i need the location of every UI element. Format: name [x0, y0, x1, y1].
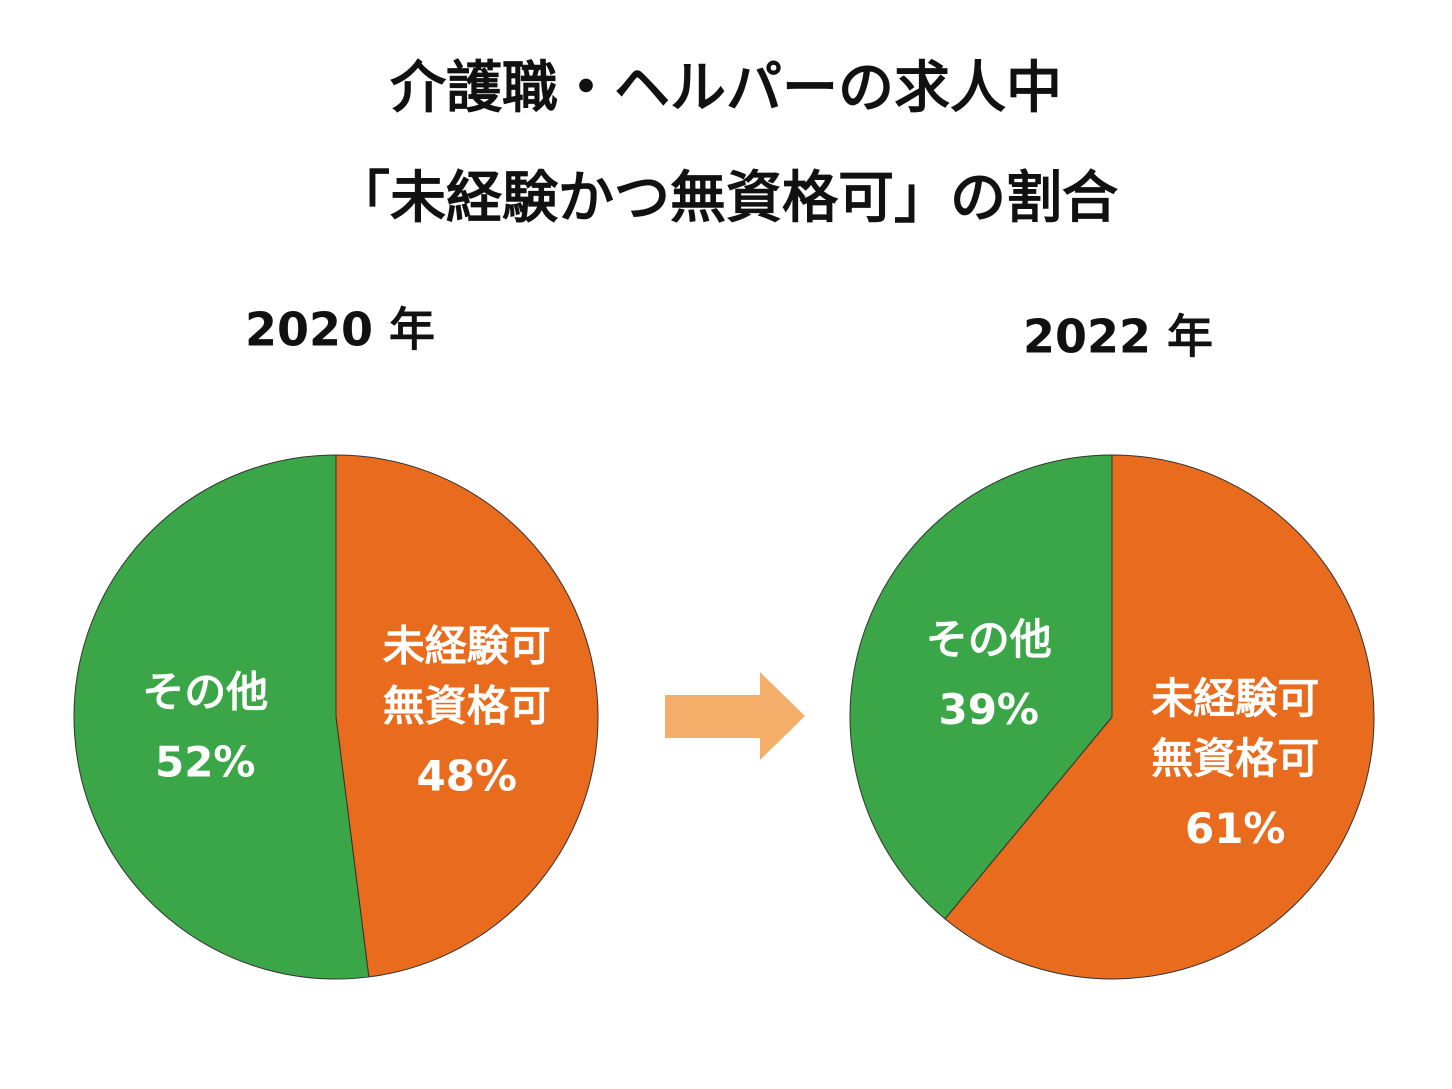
pie-slice [944, 454, 1375, 980]
arrow [665, 672, 805, 760]
slice-label: 未経験可 [383, 621, 551, 670]
value-label: 48% [416, 751, 517, 800]
pie-title: 2020 年 [245, 303, 435, 357]
slice-label: その他 [926, 615, 1052, 664]
pie-slice [335, 454, 599, 978]
slice-label: 無資格可 [383, 681, 551, 730]
slice-label: 未経験可 [1151, 674, 1319, 723]
value-label: 52% [155, 738, 256, 787]
value-label: 39% [938, 685, 1039, 734]
chart-title: 「未経験かつ無資格可」の割合 [334, 166, 1118, 231]
slice-label: 無資格可 [1151, 734, 1319, 783]
pie-slice [849, 454, 1113, 920]
value-label: 61% [1185, 804, 1286, 853]
chart-title: 介護職・ヘルパーの求人中 [390, 56, 1062, 121]
pie-title: 2022 年 [1023, 310, 1213, 364]
slice-label: その他 [142, 668, 268, 717]
pie-slice [73, 454, 370, 980]
